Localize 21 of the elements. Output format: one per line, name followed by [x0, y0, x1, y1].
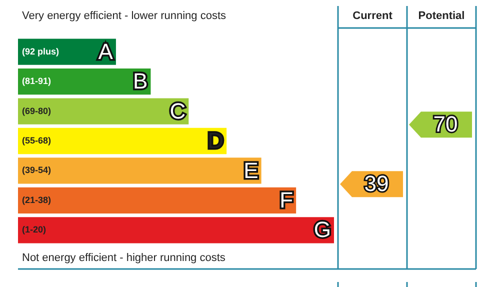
bar [18, 187, 296, 214]
annotation: F [280, 187, 294, 212]
annotation: D [208, 128, 224, 154]
bar [18, 158, 262, 184]
annotation: G [314, 217, 331, 242]
y-tick-label: (92 plus) [22, 46, 60, 56]
annotation: A [98, 38, 114, 64]
annotation: C [170, 98, 186, 124]
y-tick-label: (39-54) [22, 165, 52, 176]
y-tick-label: (55-68) [22, 135, 52, 146]
text: Very energy efficient - lower running costs [22, 10, 227, 22]
annotation: E [244, 158, 258, 183]
text: Not energy efficient - higher running costs [22, 252, 226, 264]
bar [18, 217, 334, 244]
y-tick-label: (1-20) [22, 224, 46, 235]
annotation: B [133, 68, 148, 94]
y-tick-label: (69-80) [22, 106, 52, 116]
bar [18, 98, 189, 124]
bar [18, 128, 227, 154]
y-tick-label: (81-91) [22, 76, 52, 86]
y-tick-label: (21-38) [22, 194, 52, 205]
